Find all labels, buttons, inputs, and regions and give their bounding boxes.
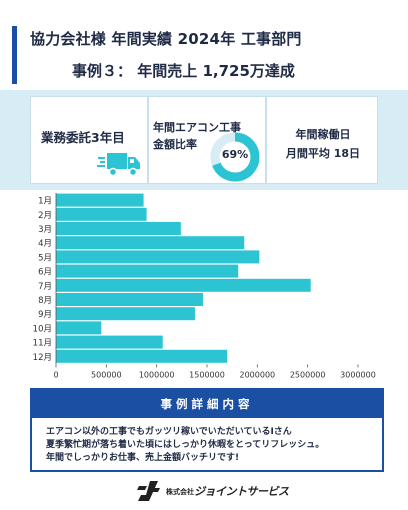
bar xyxy=(56,307,195,321)
y-tick-label: 11月 xyxy=(33,339,52,349)
x-tick-label: 3000000 xyxy=(340,370,376,379)
company-prefix: 株式会社 xyxy=(166,488,194,496)
y-tick-label: 8月 xyxy=(38,296,52,306)
contract-label: 業務委託3年目 xyxy=(41,130,125,145)
page-title: 協力会社様 年間実績 2024年 工事部門 xyxy=(30,30,302,48)
y-tick-label: 2月 xyxy=(38,211,52,221)
x-tick-label: 500000 xyxy=(91,370,122,379)
donut-value-arc xyxy=(210,132,260,182)
aircon-ratio-value: 69% xyxy=(221,148,249,161)
bar xyxy=(56,349,228,363)
page-subtitle: 事例３： 年間売上 1,725万達成 xyxy=(72,60,301,84)
company-logo: 株式会社 ジョイントサービス xyxy=(136,480,296,504)
x-tick-label: 1000000 xyxy=(139,370,175,379)
bar xyxy=(56,335,163,349)
y-tick-label: 5月 xyxy=(38,253,52,263)
case-detail-line: 夏季繁忙期が落ち着いた頃にはしっかり休暇をとってリフレッシュ。 xyxy=(46,440,325,450)
subtitle-highlight: 1,725万達成 xyxy=(198,60,301,84)
aircon-ratio-label-line2: 金額比率 xyxy=(153,138,197,151)
bar xyxy=(56,222,181,235)
y-tick-label: 12月 xyxy=(33,353,52,363)
workdays-label: 年間稼働日 xyxy=(295,128,351,141)
aircon-ratio-card: 年間エアコン工事 金額比率 69% xyxy=(148,96,266,184)
bar xyxy=(56,236,245,250)
x-tick-label: 2000000 xyxy=(240,370,276,379)
workdays-average: 月間平均 18日 xyxy=(285,147,361,160)
y-tick-label: 7月 xyxy=(38,282,52,292)
bar xyxy=(56,207,147,221)
aircon-ratio-label-line1: 年間エアコン工事 xyxy=(153,121,241,134)
y-tick-label: 4月 xyxy=(38,239,52,249)
bar xyxy=(56,193,144,207)
company-logo-mark-icon xyxy=(137,481,160,501)
aircon-ratio-donut xyxy=(210,132,260,182)
y-tick-label: 3月 xyxy=(38,225,52,235)
x-tick-label: 2500000 xyxy=(290,370,326,379)
bar xyxy=(56,278,311,292)
title-accent-bar xyxy=(12,26,17,84)
y-tick-label: 1月 xyxy=(38,197,52,207)
bar xyxy=(56,321,102,335)
case-detail-heading: 事例詳細内容 xyxy=(32,390,382,418)
bar xyxy=(56,293,203,306)
x-tick-label: 1500000 xyxy=(189,370,225,379)
case-detail-box: 事例詳細内容 エアコン以外の工事でもガッツリ稼いでいただいているIさん 夏季繁忙… xyxy=(30,388,384,472)
aircon-ratio-label: 年間エアコン工事 金額比率 xyxy=(153,119,241,153)
x-tick-label: 0 xyxy=(53,370,58,379)
case-detail-line: 年間でしっかりお仕事、売上金額バッチリです! xyxy=(46,453,240,463)
workdays-card: 年間稼働日 月間平均 18日 xyxy=(266,96,378,184)
company-name: ジョイントサービス xyxy=(194,485,289,498)
bar xyxy=(56,250,260,264)
subtitle-prefix: 事例３： 年間売上 xyxy=(72,62,203,80)
y-tick-label: 9月 xyxy=(38,310,52,320)
y-tick-label: 10月 xyxy=(33,324,52,334)
sales-figure: 1,725万達成 xyxy=(202,62,295,80)
case-detail-line: エアコン以外の工事でもガッツリ稼いでいただいているIさん xyxy=(46,427,292,437)
case-detail-body: エアコン以外の工事でもガッツリ稼いでいただいているIさん 夏季繁忙期が落ち着いた… xyxy=(32,418,382,465)
bar xyxy=(56,264,239,278)
y-tick-label: 6月 xyxy=(38,268,52,278)
truck-icon xyxy=(97,153,140,177)
contract-card: 業務委託3年目 xyxy=(30,96,148,184)
